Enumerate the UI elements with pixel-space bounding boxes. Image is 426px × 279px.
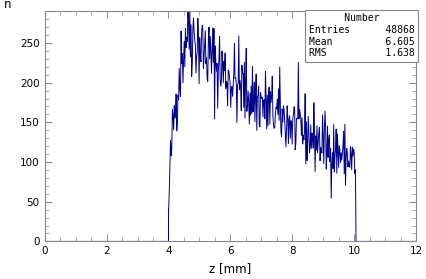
- X-axis label: z [mm]: z [mm]: [209, 262, 251, 275]
- Text: Number      
Entries      48868
Mean         6.605
RMS          1.638: Number Entries 48868 Mean 6.605 RMS 1.63…: [308, 13, 413, 58]
- Y-axis label: n: n: [4, 0, 12, 11]
